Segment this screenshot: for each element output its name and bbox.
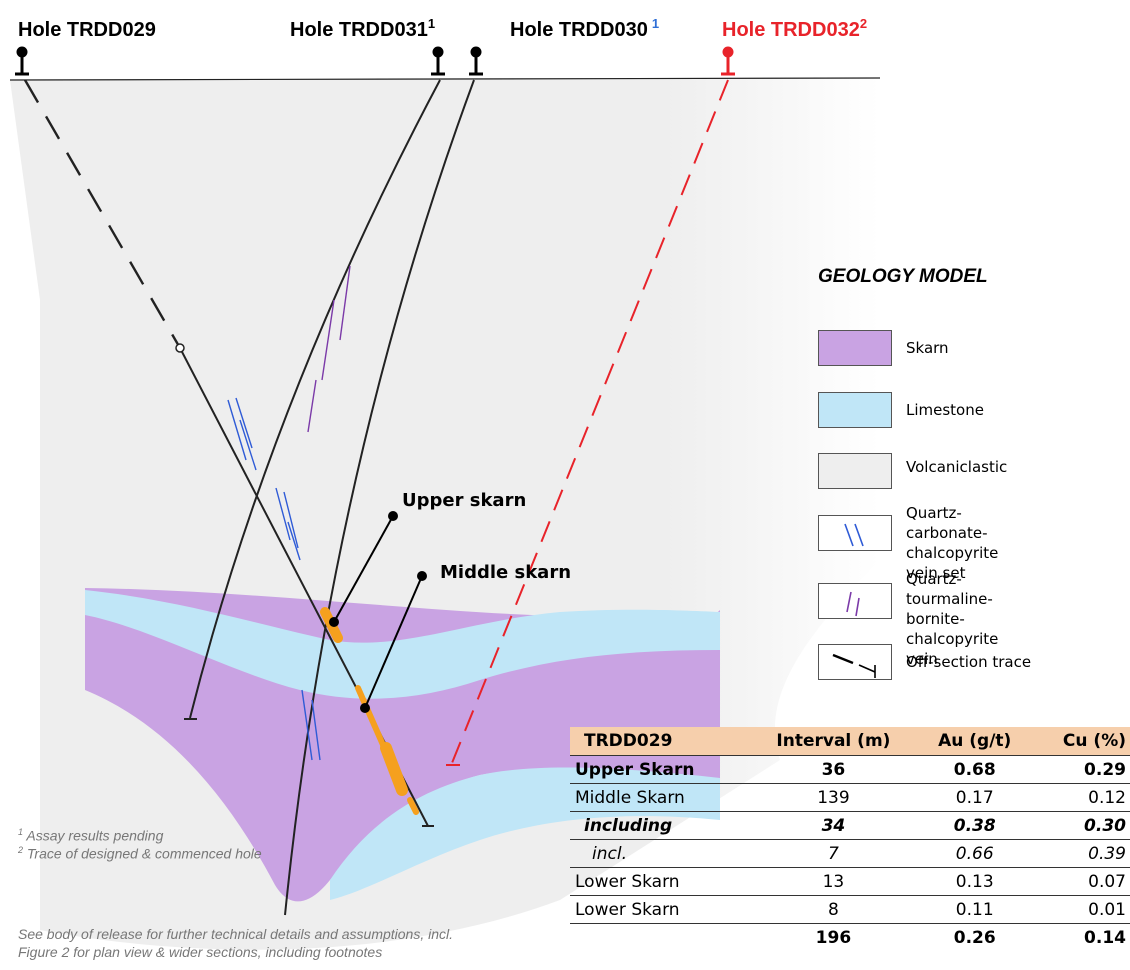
assay-results-table: TRDD029 Interval (m) Au (g/t) Cu (%) Upp… [570, 727, 1130, 951]
hole-label-trdd030: Hole TRDD030 1 [510, 16, 660, 41]
upper-skarn-leader [333, 515, 394, 623]
table-cell: 34 [748, 811, 919, 840]
table-row: including 34 0.38 0.30 [570, 811, 1130, 840]
table-cell: 0.01 [1031, 895, 1130, 924]
ground-surface [9, 77, 881, 81]
table-cell: 0.68 [918, 755, 1032, 784]
table-row: Upper Skarn 36 0.68 0.29 [570, 755, 1130, 784]
footnote-1: 1 Assay results pending [18, 827, 164, 844]
col-interval: Interval (m) [748, 727, 919, 756]
table-cell: 0.07 [1031, 867, 1130, 896]
table-cell: 196 [815, 927, 852, 948]
table-cell: 0.30 [1031, 811, 1130, 840]
table-cell: including [570, 811, 749, 840]
table-cell: Lower Skarn [570, 895, 749, 924]
collar-trdd029 [15, 46, 29, 76]
collar-trdd030 [469, 46, 483, 76]
table-cell: 8 [748, 895, 919, 924]
table-cell: 7 [748, 839, 919, 868]
table-cell: 0.17 [918, 783, 1032, 812]
trace-trdd029-pierce [175, 343, 185, 353]
table-cell [570, 924, 749, 952]
trace-trdd031 [189, 79, 441, 719]
table-cell: 0.39 [1031, 839, 1130, 868]
table-cell: 0.12 [1031, 783, 1130, 812]
limestone-swatch [818, 392, 892, 428]
skarn-lower-body [85, 600, 720, 902]
table-row: Middle Skarn 139 0.17 0.12 [570, 783, 1130, 812]
middle-skarn-leader [364, 575, 423, 709]
table-cell: 0.14 [1084, 927, 1126, 948]
table-cell: 0.13 [918, 867, 1032, 896]
table-row: incl. 7 0.66 0.39 [570, 839, 1130, 868]
trace-trdd030 [284, 79, 475, 916]
release-note-line1: See body of release for further technica… [18, 926, 454, 942]
trace-trdd029-dashed [23, 79, 182, 349]
table-cell: 13 [748, 867, 919, 896]
table-row: Lower Skarn 8 0.11 0.01 [570, 895, 1130, 924]
trace-trdd032-designed [451, 79, 729, 764]
table-row: 196 0.26 0.14 [570, 924, 1130, 952]
hole-label-trdd029: Hole TRDD029 [18, 19, 156, 41]
off-section-swatch [818, 644, 892, 680]
table-row: Lower Skarn 13 0.13 0.07 [570, 867, 1130, 896]
purple-vein-swatch [818, 583, 892, 619]
table-cell: 0.66 [918, 839, 1032, 868]
table-cell: Upper Skarn [570, 755, 749, 784]
table-cell: 36 [748, 755, 919, 784]
upper-skarn-label: Upper skarn [402, 490, 527, 511]
volcaniclastic-swatch [818, 453, 892, 489]
table-cell: 0.29 [1031, 755, 1130, 784]
col-au: Au (g/t) [918, 727, 1032, 756]
hole-label-trdd032: Hole TRDD0322 [722, 16, 868, 41]
col-hole: TRDD029 [570, 727, 749, 756]
middle-skarn-label: Middle skarn [440, 562, 572, 583]
vein-set-purple [307, 265, 351, 433]
table-cell: 0.26 [953, 927, 996, 948]
skarn-swatch [818, 330, 892, 366]
table-cell: 139 [748, 783, 919, 812]
collar-trdd032 [721, 46, 735, 76]
table-cell: 0.11 [918, 895, 1032, 924]
table-cell: 0.38 [918, 811, 1032, 840]
col-cu: Cu (%) [1031, 727, 1130, 756]
release-note-line2: Figure 2 for plan view & wider sections,… [18, 944, 383, 960]
footnote-2: 2 Trace of designed & commenced hole [18, 845, 262, 862]
blue-vein-swatch [818, 515, 892, 551]
table-header-row: TRDD029 Interval (m) Au (g/t) Cu (%) [570, 727, 1130, 756]
legend-title: GEOLOGY MODEL [818, 266, 988, 287]
collar-trdd031 [431, 46, 445, 76]
limestone-band-upper [85, 590, 720, 699]
table-cell: Lower Skarn [570, 867, 749, 896]
table-cell: Middle Skarn [570, 783, 749, 812]
hole-label-trdd031: Hole TRDD0311 [290, 16, 436, 41]
vein-set-blue [227, 397, 321, 761]
table-cell: incl. [570, 839, 749, 868]
